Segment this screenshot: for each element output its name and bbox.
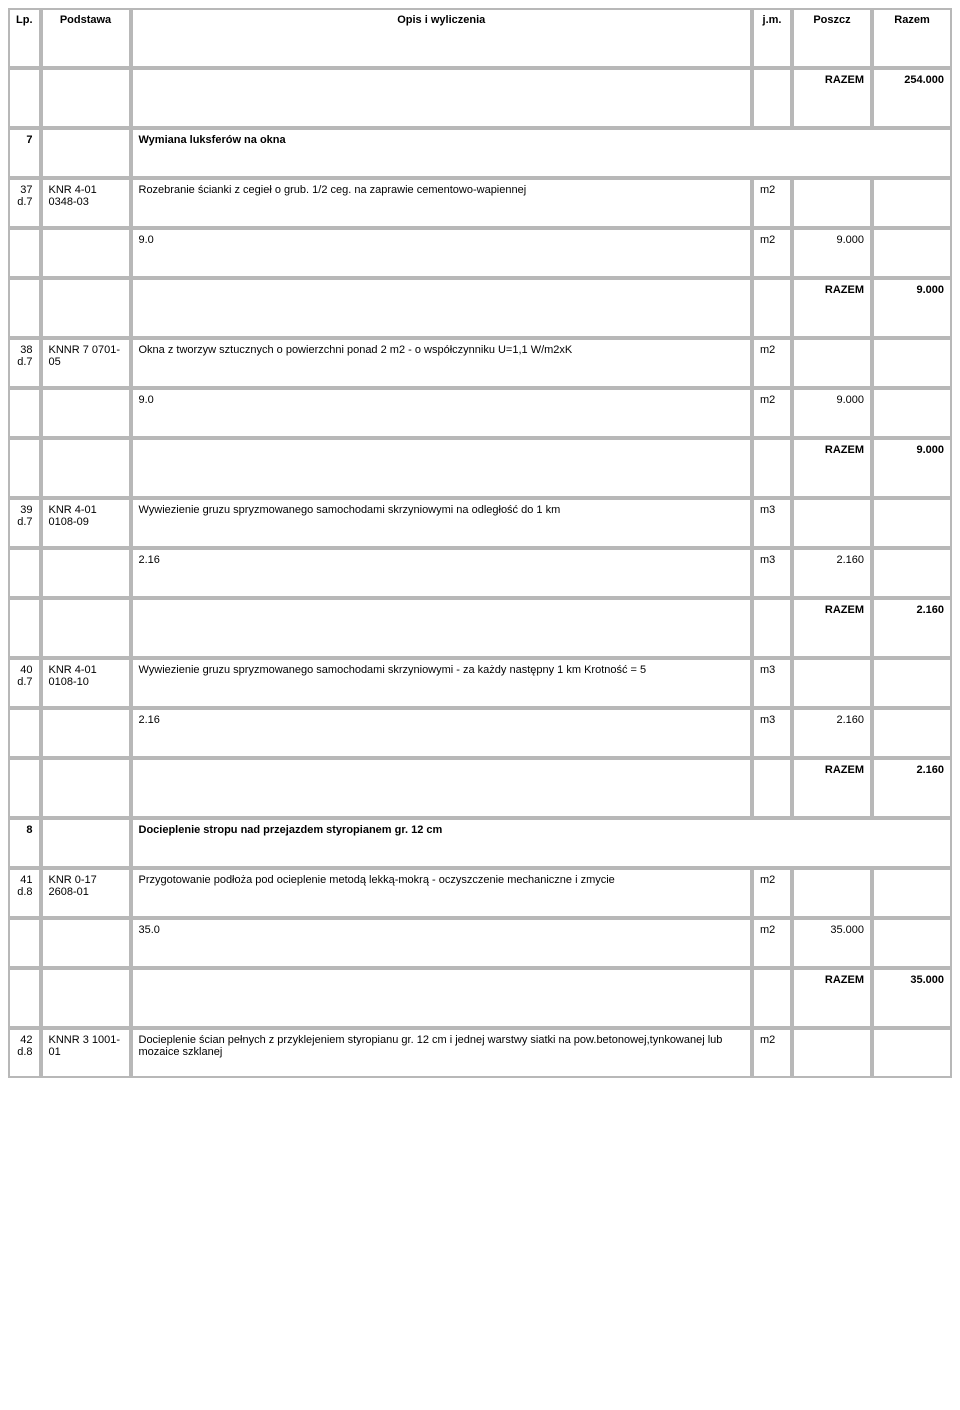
row-opis: Przygotowanie podłoża pod ocieplenie met… — [131, 868, 753, 918]
razem-label: RAZEM — [792, 68, 872, 128]
calc-val: 9.000 — [792, 388, 872, 438]
razem-value: 254.000 — [872, 68, 952, 128]
row-pod: KNNR 7 0701-05 — [41, 338, 131, 388]
calc-expr: 9.0 — [131, 228, 753, 278]
row-opis: Wywiezienie gruzu spryzmowanego samochod… — [131, 498, 753, 548]
calc-row: 9.0 m2 9.000 — [8, 388, 952, 438]
table-row: 42 d.8 KNNR 3 1001-01 Docieplenie ścian … — [8, 1028, 952, 1078]
header-row: Lp. Podstawa Opis i wyliczenia j.m. Posz… — [8, 8, 952, 68]
razem-label: RAZEM — [792, 968, 872, 1028]
section-number: 8 — [8, 818, 41, 868]
estimate-table: Lp. Podstawa Opis i wyliczenia j.m. Posz… — [8, 8, 952, 1078]
razem-value: 35.000 — [872, 968, 952, 1028]
row-pod: KNNR 3 1001-01 — [41, 1028, 131, 1078]
razem-label: RAZEM — [792, 278, 872, 338]
razem-value: 9.000 — [872, 438, 952, 498]
header-lp: Lp. — [8, 8, 41, 68]
razem-label: RAZEM — [792, 438, 872, 498]
header-podstawa: Podstawa — [41, 8, 131, 68]
razem-row: RAZEM 254.000 — [8, 68, 952, 128]
table-row: 41 d.8 KNR 0-17 2608-01 Przygotowanie po… — [8, 868, 952, 918]
header-razem: Razem — [872, 8, 952, 68]
calc-row: 9.0 m2 9.000 — [8, 228, 952, 278]
section-row: 8 Docieplenie stropu nad przejazdem styr… — [8, 818, 952, 868]
calc-jm: m3 — [752, 548, 792, 598]
calc-val: 35.000 — [792, 918, 872, 968]
header-opis: Opis i wyliczenia — [131, 8, 753, 68]
row-lp: 39 d.7 — [8, 498, 41, 548]
table-row: 40 d.7 KNR 4-01 0108-10 Wywiezienie gruz… — [8, 658, 952, 708]
calc-row: 2.16 m3 2.160 — [8, 548, 952, 598]
calc-jm: m2 — [752, 388, 792, 438]
row-lp: 40 d.7 — [8, 658, 41, 708]
razem-row: RAZEM 9.000 — [8, 438, 952, 498]
razem-label: RAZEM — [792, 758, 872, 818]
row-lp: 37 d.7 — [8, 178, 41, 228]
razem-value: 9.000 — [872, 278, 952, 338]
calc-jm: m2 — [752, 918, 792, 968]
razem-row: RAZEM 9.000 — [8, 278, 952, 338]
row-pod: KNR 0-17 2608-01 — [41, 868, 131, 918]
row-jm: m2 — [752, 178, 792, 228]
row-opis: Rozebranie ścianki z cegieł o grub. 1/2 … — [131, 178, 753, 228]
table-row: 37 d.7 KNR 4-01 0348-03 Rozebranie ścian… — [8, 178, 952, 228]
header-poszcz: Poszcz — [792, 8, 872, 68]
razem-value: 2.160 — [872, 598, 952, 658]
razem-value: 2.160 — [872, 758, 952, 818]
calc-expr: 2.16 — [131, 548, 753, 598]
row-jm: m3 — [752, 498, 792, 548]
row-opis: Okna z tworzyw sztucznych o powierzchni … — [131, 338, 753, 388]
row-pod: KNR 4-01 0348-03 — [41, 178, 131, 228]
section-title: Docieplenie stropu nad przejazdem styrop… — [131, 818, 953, 868]
calc-val: 9.000 — [792, 228, 872, 278]
razem-label: RAZEM — [792, 598, 872, 658]
razem-row: RAZEM 2.160 — [8, 598, 952, 658]
calc-val: 2.160 — [792, 708, 872, 758]
row-jm: m2 — [752, 868, 792, 918]
row-opis: Wywiezienie gruzu spryzmowanego samochod… — [131, 658, 753, 708]
calc-jm: m3 — [752, 708, 792, 758]
razem-row: RAZEM 35.000 — [8, 968, 952, 1028]
calc-expr: 2.16 — [131, 708, 753, 758]
table-row: 38 d.7 KNNR 7 0701-05 Okna z tworzyw szt… — [8, 338, 952, 388]
row-jm: m2 — [752, 338, 792, 388]
calc-expr: 35.0 — [131, 918, 753, 968]
section-number: 7 — [8, 128, 41, 178]
calc-expr: 9.0 — [131, 388, 753, 438]
calc-row: 2.16 m3 2.160 — [8, 708, 952, 758]
section-row: 7 Wymiana luksferów na okna — [8, 128, 952, 178]
section-title: Wymiana luksferów na okna — [131, 128, 953, 178]
calc-row: 35.0 m2 35.000 — [8, 918, 952, 968]
razem-row: RAZEM 2.160 — [8, 758, 952, 818]
row-lp: 42 d.8 — [8, 1028, 41, 1078]
row-jm: m3 — [752, 658, 792, 708]
row-pod: KNR 4-01 0108-10 — [41, 658, 131, 708]
row-opis: Docieplenie ścian pełnych z przyklejenie… — [131, 1028, 753, 1078]
row-pod: KNR 4-01 0108-09 — [41, 498, 131, 548]
header-jm: j.m. — [752, 8, 792, 68]
row-jm: m2 — [752, 1028, 792, 1078]
table-row: 39 d.7 KNR 4-01 0108-09 Wywiezienie gruz… — [8, 498, 952, 548]
calc-val: 2.160 — [792, 548, 872, 598]
row-lp: 41 d.8 — [8, 868, 41, 918]
calc-jm: m2 — [752, 228, 792, 278]
row-lp: 38 d.7 — [8, 338, 41, 388]
